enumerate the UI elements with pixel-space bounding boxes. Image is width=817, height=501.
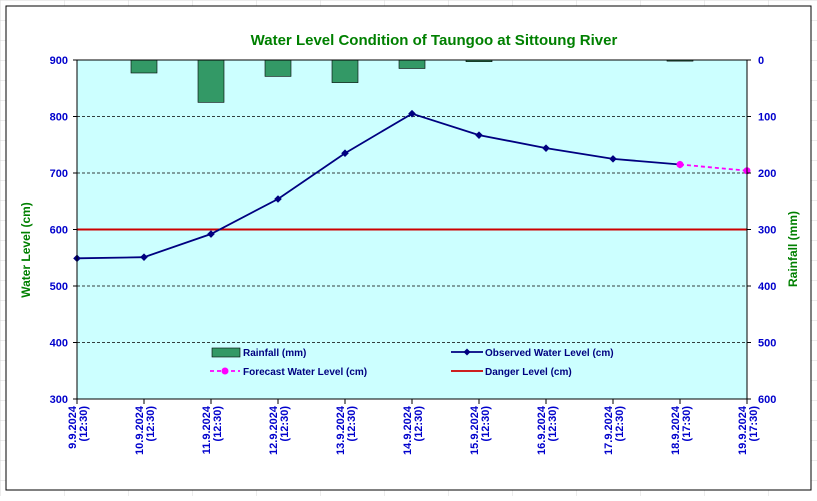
legend-forecast-label: Forecast Water Level (cm): [243, 367, 367, 378]
y-right-tick-label: 500: [758, 338, 776, 350]
x-tick-label-date: 19.9.2024: [737, 405, 749, 455]
x-tick-label-group: 15.9.2024 (12:30): [469, 405, 492, 455]
x-tick-label-time: (17:30): [748, 406, 760, 442]
y-right-tick-label: 300: [758, 225, 776, 237]
legend-rainfall-swatch: [211, 347, 241, 358]
observed-point: [542, 144, 550, 152]
rainfall-bar: [398, 59, 426, 69]
y-right-tick-label: 100: [758, 112, 776, 124]
x-tick-label-time: (12:30): [413, 406, 425, 442]
x-tick-label-time: (12:30): [614, 406, 626, 442]
y-axis-right-label: Rainfall (mm): [786, 211, 800, 287]
x-tick-label-time: (12:30): [212, 406, 224, 442]
y-left-tick-label: 800: [50, 112, 68, 124]
x-tick-label-group: 12.9.2024 (12:30): [268, 405, 291, 455]
x-tick-label-group: 11.9.2024 (12:30): [201, 405, 224, 454]
observed-point: [408, 109, 416, 118]
x-tick-label-group: 14.9.2024 (12:30): [402, 405, 425, 455]
x-tick-label-date: 14.9.2024: [402, 405, 414, 455]
x-tick-label-group: 9.9.2024 (12:30): [67, 405, 90, 449]
x-tick-label-time: (12:30): [346, 406, 358, 442]
x-tick-label-date: 17.9.2024: [603, 405, 615, 455]
observed-point: [475, 131, 483, 139]
y-left-tick-label: 400: [50, 338, 68, 350]
observed-point: [140, 253, 148, 261]
x-tick-label-group: 13.9.2024 (12:30): [335, 405, 358, 455]
x-tick-label-time: (12:30): [279, 406, 291, 442]
y-left-tick-label: 600: [50, 225, 68, 237]
forecast-point: [676, 161, 684, 169]
x-tick-label-date: 16.9.2024: [536, 405, 548, 455]
x-tick-label-time: (17:30): [681, 406, 693, 442]
rainfall-bar: [197, 59, 225, 103]
observed-water-level-line: [76, 112, 681, 260]
legend-rainfall-label: Rainfall (mm): [243, 348, 306, 359]
rainfall-bar: [264, 59, 292, 77]
x-tick-label-date: 12.9.2024: [268, 405, 280, 455]
x-tick-label-date: 9.9.2024: [67, 405, 79, 449]
observed-point: [207, 230, 215, 238]
x-tick-label-group: 18.9.2024 (17:30): [670, 405, 693, 455]
legend-danger-label: Danger Level (cm): [485, 367, 572, 378]
x-tick-label-group: 16.9.2024 (12:30): [536, 405, 559, 455]
x-tick-label-group: 17.9.2024 (12:30): [603, 405, 626, 455]
y-left-tick-label: 900: [50, 55, 68, 67]
chart-title: Water Level Condition of Taungoo at Sitt…: [251, 32, 618, 49]
y-left-tick-label: 300: [50, 394, 68, 406]
forecast-water-level-line: [679, 163, 748, 172]
y-right-tick-label: 400: [758, 281, 776, 293]
x-tick-label-time: (12:30): [547, 406, 559, 442]
y-left-tick-label: 700: [50, 168, 68, 180]
legend: Rainfall (mm) Observed Water Level (cm) …: [210, 347, 614, 378]
y-right-tick-label: 0: [758, 55, 764, 67]
x-tick-label-group: 10.9.2024 (12:30): [134, 405, 157, 455]
y-right-tick-label: 200: [758, 168, 776, 180]
x-tick-label-date: 13.9.2024: [335, 405, 347, 455]
x-tick-label-group: 19.9.2024 (17:30): [737, 405, 760, 455]
legend-forecast-marker: [221, 367, 229, 375]
y-left-tick-label: 500: [50, 281, 68, 293]
x-tick-label-time: (12:30): [480, 406, 492, 442]
observed-point: [274, 195, 282, 203]
rainfall-bar: [130, 59, 158, 74]
rainfall-bar: [331, 59, 359, 83]
x-tick-label-date: 15.9.2024: [469, 405, 481, 455]
y-right-tick-label: 600: [758, 394, 776, 406]
x-tick-label-time: (12:30): [78, 406, 90, 442]
legend-observed-marker: [463, 348, 471, 356]
observed-point: [609, 155, 617, 163]
x-tick-label-date: 10.9.2024: [134, 405, 146, 455]
observed-point: [341, 149, 349, 158]
legend-observed-label: Observed Water Level (cm): [485, 348, 614, 359]
x-tick-label-date: 18.9.2024: [670, 405, 682, 455]
y-axis-left-label: Water Level (cm): [19, 202, 33, 298]
x-tick-label-date: 11.9.2024: [201, 405, 213, 454]
x-tick-label-time: (12:30): [145, 406, 157, 442]
